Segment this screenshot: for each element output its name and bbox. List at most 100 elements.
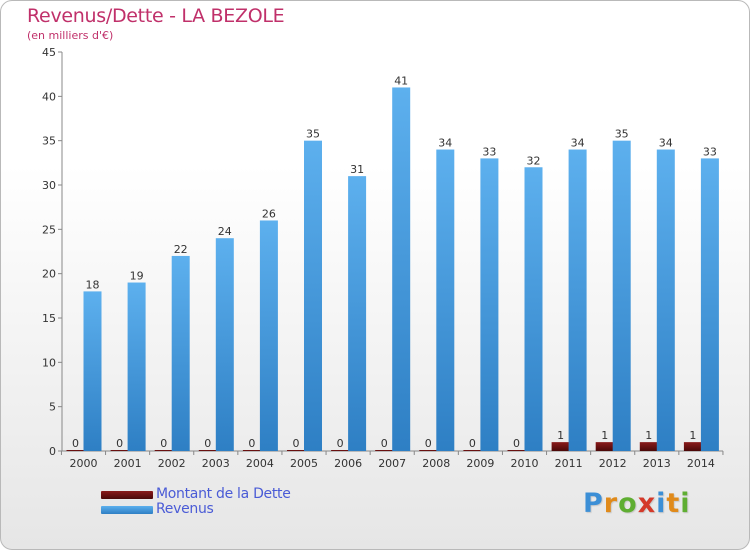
- bar-dette: [507, 450, 526, 451]
- legend-label-revenus: Revenus: [156, 501, 214, 517]
- x-tick-label: 2012: [599, 457, 627, 470]
- data-label-dette: 0: [293, 437, 300, 450]
- data-label-revenus: 19: [130, 270, 144, 283]
- bar-dette: [595, 442, 614, 451]
- y-tick-label: 15: [42, 312, 56, 325]
- bars: [66, 87, 719, 452]
- data-label-revenus: 35: [615, 128, 629, 141]
- data-label-revenus: 24: [218, 225, 232, 238]
- bar-dette: [331, 450, 350, 451]
- bar-revenus: [127, 282, 146, 451]
- bar-revenus: [656, 149, 675, 452]
- y-tick-label: 30: [42, 179, 56, 192]
- bar-revenus: [524, 167, 543, 451]
- data-label-revenus: 35: [306, 128, 320, 141]
- data-label-dette: 0: [248, 437, 255, 450]
- bar-dette: [639, 442, 658, 451]
- bar-revenus: [259, 220, 278, 451]
- x-tick-label: 2002: [158, 457, 186, 470]
- bar-revenus: [436, 149, 455, 452]
- bar-revenus: [215, 238, 234, 451]
- bar-revenus: [304, 140, 322, 451]
- data-label-dette: 0: [337, 437, 344, 450]
- x-tick-label: 2005: [290, 457, 318, 470]
- x-tick-label: 2009: [466, 457, 494, 470]
- data-label-dette: 0: [204, 437, 211, 450]
- data-label-revenus: 34: [571, 137, 585, 150]
- data-label-dette: 1: [689, 429, 696, 442]
- bar-dette: [242, 450, 261, 451]
- y-tick-label: 20: [42, 268, 56, 281]
- data-label-revenus: 26: [262, 207, 276, 220]
- data-label-revenus: 18: [86, 278, 100, 291]
- data-label-revenus: 33: [703, 145, 717, 158]
- data-label-revenus: 34: [438, 137, 452, 150]
- data-label-dette: 0: [381, 437, 388, 450]
- chart-title: Revenus/Dette - LA BEZOLE: [27, 5, 285, 27]
- data-label-revenus: 41: [394, 74, 408, 87]
- data-label-dette: 1: [645, 429, 652, 442]
- data-label-dette: 1: [557, 429, 564, 442]
- x-tick-label: 2000: [70, 457, 98, 470]
- bar-revenus: [480, 158, 499, 451]
- data-label-dette: 0: [160, 437, 167, 450]
- x-tick-label: 2003: [202, 457, 230, 470]
- bar-dette: [287, 450, 305, 451]
- data-label-dette: 0: [425, 437, 432, 450]
- x-tick-label: 2004: [246, 457, 274, 470]
- logo-letter: x: [637, 488, 657, 519]
- x-tick-label: 2001: [114, 457, 142, 470]
- bar-dette: [375, 450, 394, 451]
- y-tick-label: 35: [42, 135, 56, 148]
- x-tick-label: 2007: [378, 457, 406, 470]
- y-tick-label: 10: [42, 356, 56, 369]
- data-label-dette: 1: [601, 429, 608, 442]
- bar-revenus: [612, 140, 631, 451]
- data-labels: 0 18 0 19 0 22 0 24 0 26 0 35 0 31 0 41 0 34 0 33 0 32 1 34 1 35 1…: [72, 74, 717, 450]
- y-tick-label: 45: [42, 46, 56, 59]
- bar-dette: [463, 450, 482, 451]
- x-tick-label: 2011: [555, 457, 583, 470]
- bar-dette: [154, 450, 173, 451]
- bar-dette: [198, 450, 217, 451]
- x-tick-label: 2010: [511, 457, 539, 470]
- data-label-dette: 0: [116, 437, 123, 450]
- data-label-dette: 0: [72, 437, 79, 450]
- logo-letter: o: [618, 488, 638, 519]
- data-label-revenus: 32: [527, 154, 541, 167]
- logo-letter: t: [666, 488, 681, 519]
- data-label-dette: 0: [469, 437, 476, 450]
- bar-dette: [110, 450, 129, 451]
- bar-revenus: [700, 158, 719, 451]
- logo-letter: P: [583, 488, 604, 519]
- data-label-revenus: 31: [350, 163, 364, 176]
- logo-letter: r: [603, 488, 619, 519]
- x-tick-label: 2013: [643, 457, 671, 470]
- bar-dette: [683, 442, 702, 451]
- data-label-revenus: 33: [482, 145, 496, 158]
- logo-letter: i: [680, 488, 691, 519]
- y-tick-label: 0: [49, 445, 56, 458]
- x-tick-label: 2008: [422, 457, 450, 470]
- bar-dette: [551, 442, 570, 451]
- bar-revenus: [392, 87, 411, 451]
- data-label-revenus: 22: [174, 243, 188, 256]
- bar-revenus: [348, 176, 367, 451]
- legend-swatch-revenus: [101, 506, 153, 514]
- data-label-revenus: 34: [659, 137, 673, 150]
- proxiti-logo: Proxiti: [583, 488, 691, 519]
- bar-dette: [66, 450, 85, 451]
- x-tick-label: 2006: [334, 457, 362, 470]
- bar-revenus: [171, 255, 190, 451]
- y-tick-label: 25: [42, 223, 56, 236]
- y-tick-label: 40: [42, 90, 56, 103]
- bar-revenus: [568, 149, 587, 452]
- y-tick-label: 5: [49, 401, 56, 414]
- x-tick-label: 2014: [687, 457, 715, 470]
- bar-revenus: [83, 291, 102, 451]
- legend-swatch-dette: [101, 491, 153, 499]
- legend-label-dette: Montant de la Dette: [156, 486, 291, 502]
- bar-dette: [419, 450, 438, 451]
